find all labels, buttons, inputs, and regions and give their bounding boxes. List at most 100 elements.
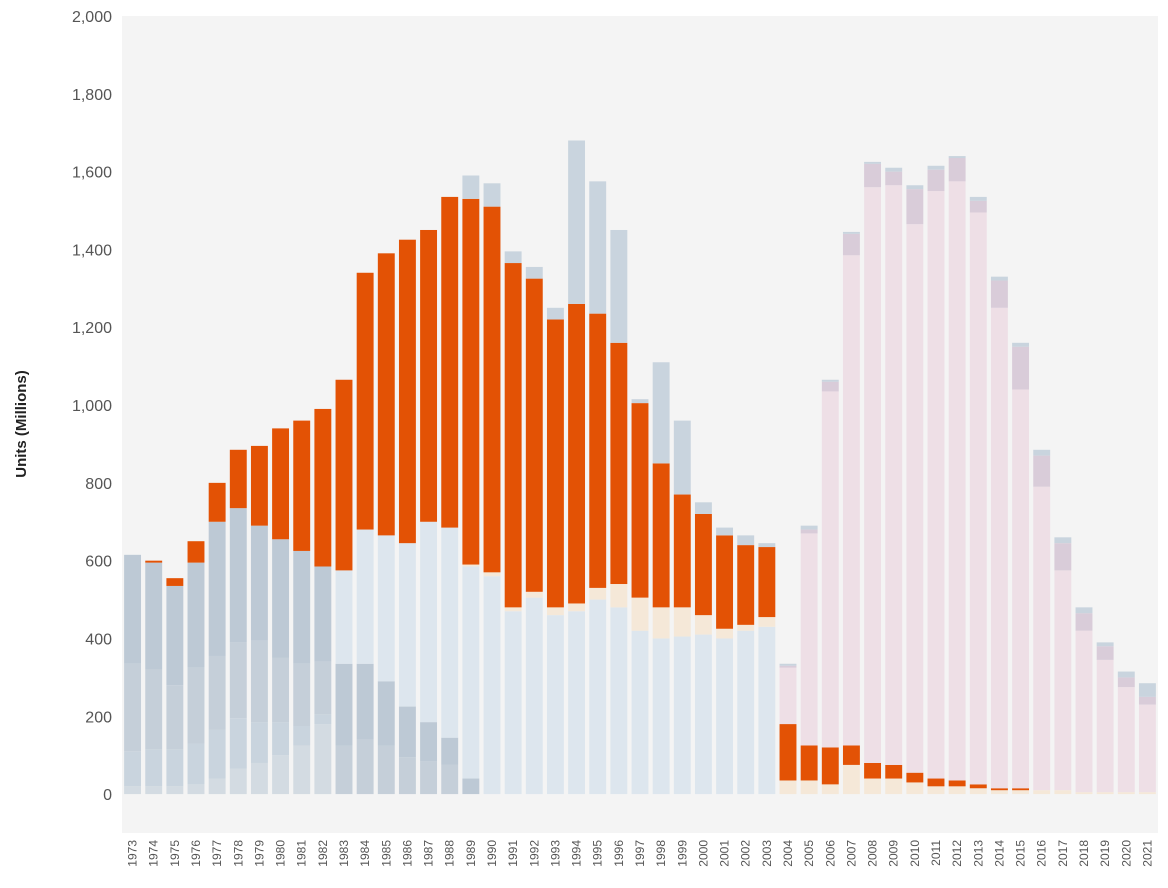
bar-segment-1978-series-1[interactable] (229, 768, 247, 795)
bar-segment-1990-series-10[interactable] (483, 183, 501, 207)
bar-segment-1994-series-5[interactable] (568, 611, 586, 795)
bar-segment-2003-series-10[interactable] (758, 543, 776, 548)
bar-segment-2000-series-5[interactable] (694, 634, 712, 795)
bar-segment-1978-series-3[interactable] (229, 642, 247, 719)
bar-segment-1997-series-7[interactable] (631, 403, 649, 598)
bar-segment-2009-series-8[interactable] (885, 185, 903, 765)
bar-segment-1979-series-4[interactable] (250, 525, 268, 641)
bar-segment-2000-series-7[interactable] (694, 513, 712, 616)
bar-segment-1982-series-2[interactable] (314, 714, 332, 725)
bar-segment-1997-series-6[interactable] (631, 597, 649, 631)
bar-segment-2007-series-6[interactable] (842, 764, 860, 795)
bar-segment-2014-series-7[interactable] (990, 788, 1008, 791)
bar-segment-1999-series-6[interactable] (673, 607, 691, 637)
bar-segment-2019-series-9[interactable] (1096, 646, 1114, 660)
bar-segment-1982-series-7[interactable] (314, 408, 332, 567)
bar-segment-2012-series-7[interactable] (948, 780, 966, 787)
bar-segment-1996-series-10[interactable] (610, 229, 628, 343)
bar-segment-1990-series-6[interactable] (483, 572, 501, 577)
bar-segment-1975-series-7[interactable] (166, 578, 184, 586)
bar-segment-2013-series-10[interactable] (969, 196, 987, 201)
bar-segment-2019-series-10[interactable] (1096, 642, 1114, 647)
bar-segment-2014-series-9[interactable] (990, 280, 1008, 308)
bar-segment-1994-series-10[interactable] (568, 140, 586, 304)
bar-segment-1993-series-5[interactable] (546, 615, 564, 795)
bar-segment-1989-series-7[interactable] (462, 198, 480, 565)
bar-segment-1977-series-2[interactable] (208, 729, 226, 779)
bar-segment-1992-series-5[interactable] (525, 597, 543, 795)
bar-segment-2008-series-9[interactable] (864, 163, 882, 188)
bar-segment-2015-series-7[interactable] (1012, 788, 1030, 791)
bar-segment-1992-series-7[interactable] (525, 278, 543, 592)
bar-segment-2021-series-6[interactable] (1138, 792, 1156, 795)
bar-segment-2003-series-7[interactable] (758, 547, 776, 618)
bar-segment-1998-series-7[interactable] (652, 463, 670, 608)
bar-segment-1995-series-10[interactable] (589, 181, 607, 314)
bar-segment-1981-series-7[interactable] (293, 420, 311, 551)
bar-segment-1984-series-7[interactable] (356, 272, 374, 530)
bar-segment-2016-series-10[interactable] (1033, 449, 1051, 456)
bar-segment-1992-series-6[interactable] (525, 591, 543, 598)
bar-segment-1990-series-7[interactable] (483, 206, 501, 573)
bar-segment-1991-series-5[interactable] (504, 611, 522, 795)
bar-segment-1976-series-4[interactable] (187, 562, 205, 668)
bar-segment-1980-series-3[interactable] (272, 657, 290, 723)
bar-segment-1998-series-5[interactable] (652, 638, 670, 795)
bar-segment-1983-series-7[interactable] (335, 379, 353, 571)
bar-segment-2007-series-8[interactable] (842, 255, 860, 746)
bar-segment-1993-series-6[interactable] (546, 607, 564, 616)
bar-segment-2015-series-10[interactable] (1012, 342, 1030, 347)
bar-segment-2013-series-7[interactable] (969, 784, 987, 789)
bar-segment-1991-series-7[interactable] (504, 263, 522, 608)
bar-segment-1995-series-7[interactable] (589, 313, 607, 588)
bar-segment-2012-series-9[interactable] (948, 158, 966, 182)
bar-segment-1999-series-5[interactable] (673, 636, 691, 795)
bar-segment-1979-series-3[interactable] (250, 640, 268, 723)
bar-segment-2021-series-9[interactable] (1138, 696, 1156, 705)
bar-segment-2002-series-6[interactable] (737, 624, 755, 631)
bar-segment-2007-series-10[interactable] (842, 231, 860, 234)
bar-segment-2014-series-6[interactable] (990, 790, 1008, 795)
bar-segment-2013-series-9[interactable] (969, 200, 987, 213)
bar-segment-2014-series-8[interactable] (990, 307, 1008, 789)
bar-segment-1988-series-3[interactable] (441, 764, 459, 795)
bar-segment-1978-series-4[interactable] (229, 508, 247, 643)
bar-segment-2011-series-6[interactable] (927, 786, 945, 795)
bar-segment-1979-series-1[interactable] (250, 762, 268, 795)
bar-segment-2007-series-7[interactable] (842, 745, 860, 765)
bar-segment-2016-series-6[interactable] (1033, 790, 1051, 795)
bar-segment-1977-series-7[interactable] (208, 482, 226, 522)
bar-segment-1995-series-5[interactable] (589, 599, 607, 795)
bar-segment-2011-series-8[interactable] (927, 191, 945, 779)
bar-segment-2016-series-9[interactable] (1033, 455, 1051, 487)
bar-segment-1985-series-7[interactable] (377, 253, 395, 536)
bar-segment-1997-series-10[interactable] (631, 399, 649, 404)
bar-segment-1982-series-3[interactable] (314, 661, 332, 715)
bar-segment-1973-series-2[interactable] (124, 751, 142, 787)
bar-segment-1974-series-7[interactable] (145, 560, 163, 563)
bar-segment-1991-series-10[interactable] (504, 251, 522, 264)
bar-segment-2008-series-7[interactable] (864, 762, 882, 779)
bar-segment-1983-series-4[interactable] (335, 663, 353, 746)
bar-segment-1975-series-3[interactable] (166, 685, 184, 750)
bar-segment-2010-series-8[interactable] (906, 224, 924, 773)
bar-segment-2010-series-6[interactable] (906, 782, 924, 795)
bar-segment-2006-series-10[interactable] (821, 379, 839, 382)
bar-segment-1974-series-3[interactable] (145, 669, 163, 750)
bar-segment-1984-series-3[interactable] (356, 739, 374, 795)
bar-segment-2005-series-8[interactable] (800, 533, 818, 746)
bar-segment-2009-series-10[interactable] (885, 167, 903, 172)
bar-segment-1989-series-5[interactable] (462, 566, 480, 779)
bar-segment-1981-series-3[interactable] (293, 663, 311, 727)
bar-segment-1986-series-5[interactable] (398, 543, 416, 707)
bar-segment-2010-series-7[interactable] (906, 772, 924, 783)
bar-segment-2000-series-10[interactable] (694, 502, 712, 514)
bar-segment-1989-series-6[interactable] (462, 564, 480, 567)
bar-segment-1974-series-4[interactable] (145, 562, 163, 670)
bar-segment-1973-series-3[interactable] (124, 663, 142, 752)
bar-segment-1996-series-6[interactable] (610, 584, 628, 608)
bar-segment-1976-series-2[interactable] (187, 743, 205, 785)
bar-segment-2000-series-6[interactable] (694, 615, 712, 635)
bar-segment-2014-series-10[interactable] (990, 276, 1008, 281)
bar-segment-1988-series-7[interactable] (441, 196, 459, 528)
